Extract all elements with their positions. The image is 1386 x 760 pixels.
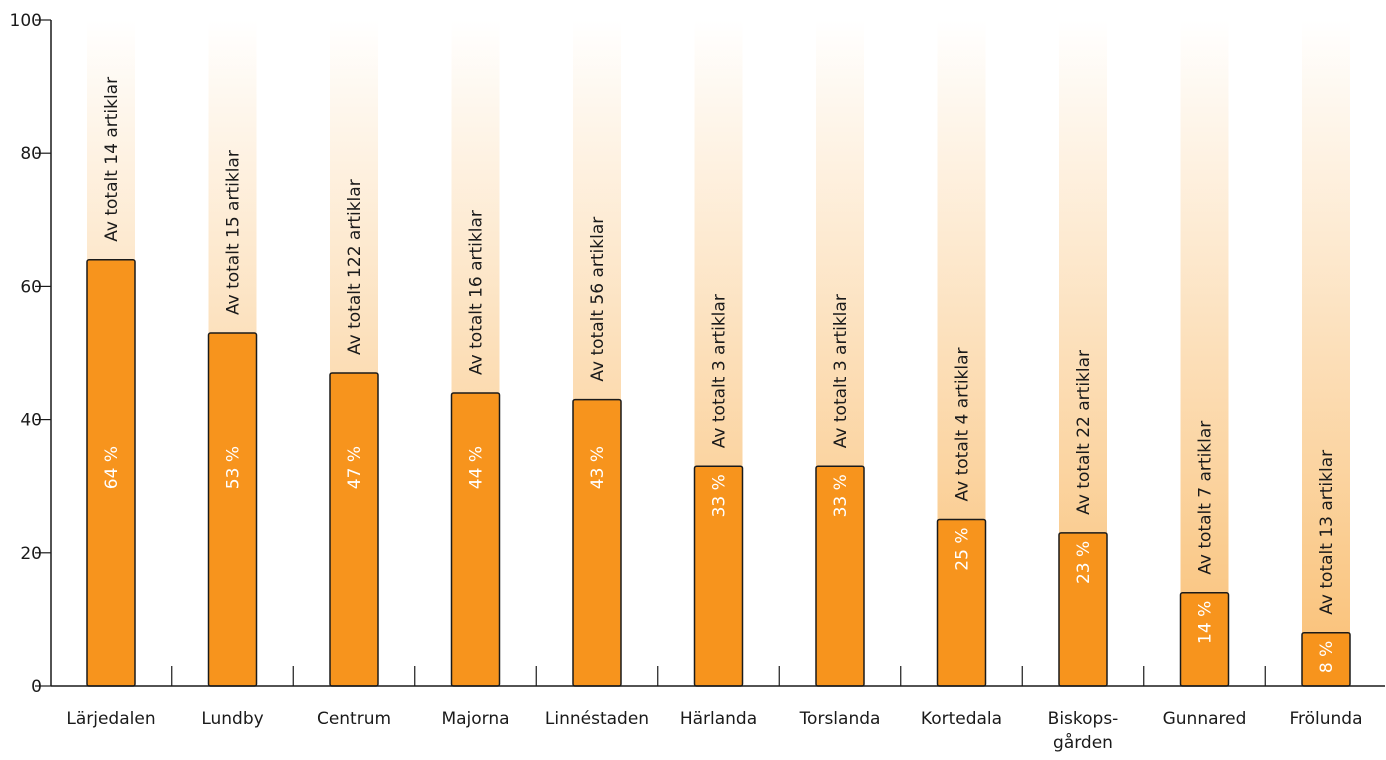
category-label-line: Gunnared [1163,709,1247,729]
bar-annotation: Av totalt 16 artiklar [467,210,487,375]
bar-annotation: Av totalt 22 artiklar [1074,350,1094,515]
labels: 64 % Av totalt 14 artiklar Lärjedalen 53 % A… [10,11,1363,753]
y-tick-label: 80 [20,144,42,164]
background-bar [1302,20,1350,686]
category-label-line: Biskops- [1048,709,1119,729]
category-label: Torslanda [799,709,881,729]
bar-annotation: Av totalt 13 artiklar [1317,450,1337,615]
value-label: 8 % [1317,641,1337,673]
value-label: 25 % [953,528,973,571]
value-label: 47 % [345,446,365,489]
bar [207,332,258,687]
category-label-line: Lärjedalen [66,709,155,729]
axes [35,19,1385,687]
category-label: Linnéstaden [545,709,649,729]
bar-annotation: Av totalt 7 artiklar [1196,421,1216,575]
category-label: Lundby [201,709,263,729]
bar-annotation: Av totalt 3 artiklar [710,294,730,448]
y-tick-label: 100 [10,11,42,31]
category-label-line: Torslanda [799,709,881,729]
category-label: Kortedala [921,709,1002,729]
category-label-line: Majorna [441,709,509,729]
category-label: Majorna [441,709,509,729]
value-label: 64 % [102,446,122,489]
category-label-line: Härlanda [680,709,757,729]
category-label: Gunnared [1163,709,1247,729]
bar-annotation: Av totalt 14 artiklar [102,77,122,242]
category-label-line: Centrum [317,709,391,729]
value-label: 44 % [467,446,487,489]
value-label: 33 % [831,474,851,517]
category-label-line: Frölunda [1289,709,1362,729]
bar-annotation: Av totalt 122 artiklar [345,179,365,355]
y-tick-label: 60 [20,277,42,297]
category-label: Biskops-gården [1048,709,1119,753]
bar-annotation: Av totalt 4 artiklar [953,347,973,501]
bar [572,398,622,687]
category-label-line: Kortedala [921,709,1002,729]
y-tick-label: 0 [31,677,42,697]
category-label-line: Linnéstaden [545,709,649,729]
category-label: Frölunda [1289,709,1362,729]
category-label: Härlanda [680,709,757,729]
value-label: 33 % [710,474,730,517]
category-label: Lärjedalen [66,709,155,729]
bar [450,392,501,687]
background-bar [1180,20,1229,686]
y-tick-label: 40 [20,411,42,431]
value-label: 14 % [1196,601,1216,644]
bar-annotation: Av totalt 15 artiklar [224,150,244,315]
category-label-line: gården [1053,732,1113,753]
category-label: Centrum [317,709,391,729]
value-label: 43 % [588,446,608,489]
y-tick-label: 20 [20,544,42,564]
bar [329,372,379,687]
value-label: 23 % [1074,541,1094,584]
bar-annotation: Av totalt 3 artiklar [831,294,851,448]
category-label-line: Lundby [201,709,263,729]
bar-annotation: Av totalt 56 artiklar [588,217,608,382]
value-label: 53 % [224,446,244,489]
